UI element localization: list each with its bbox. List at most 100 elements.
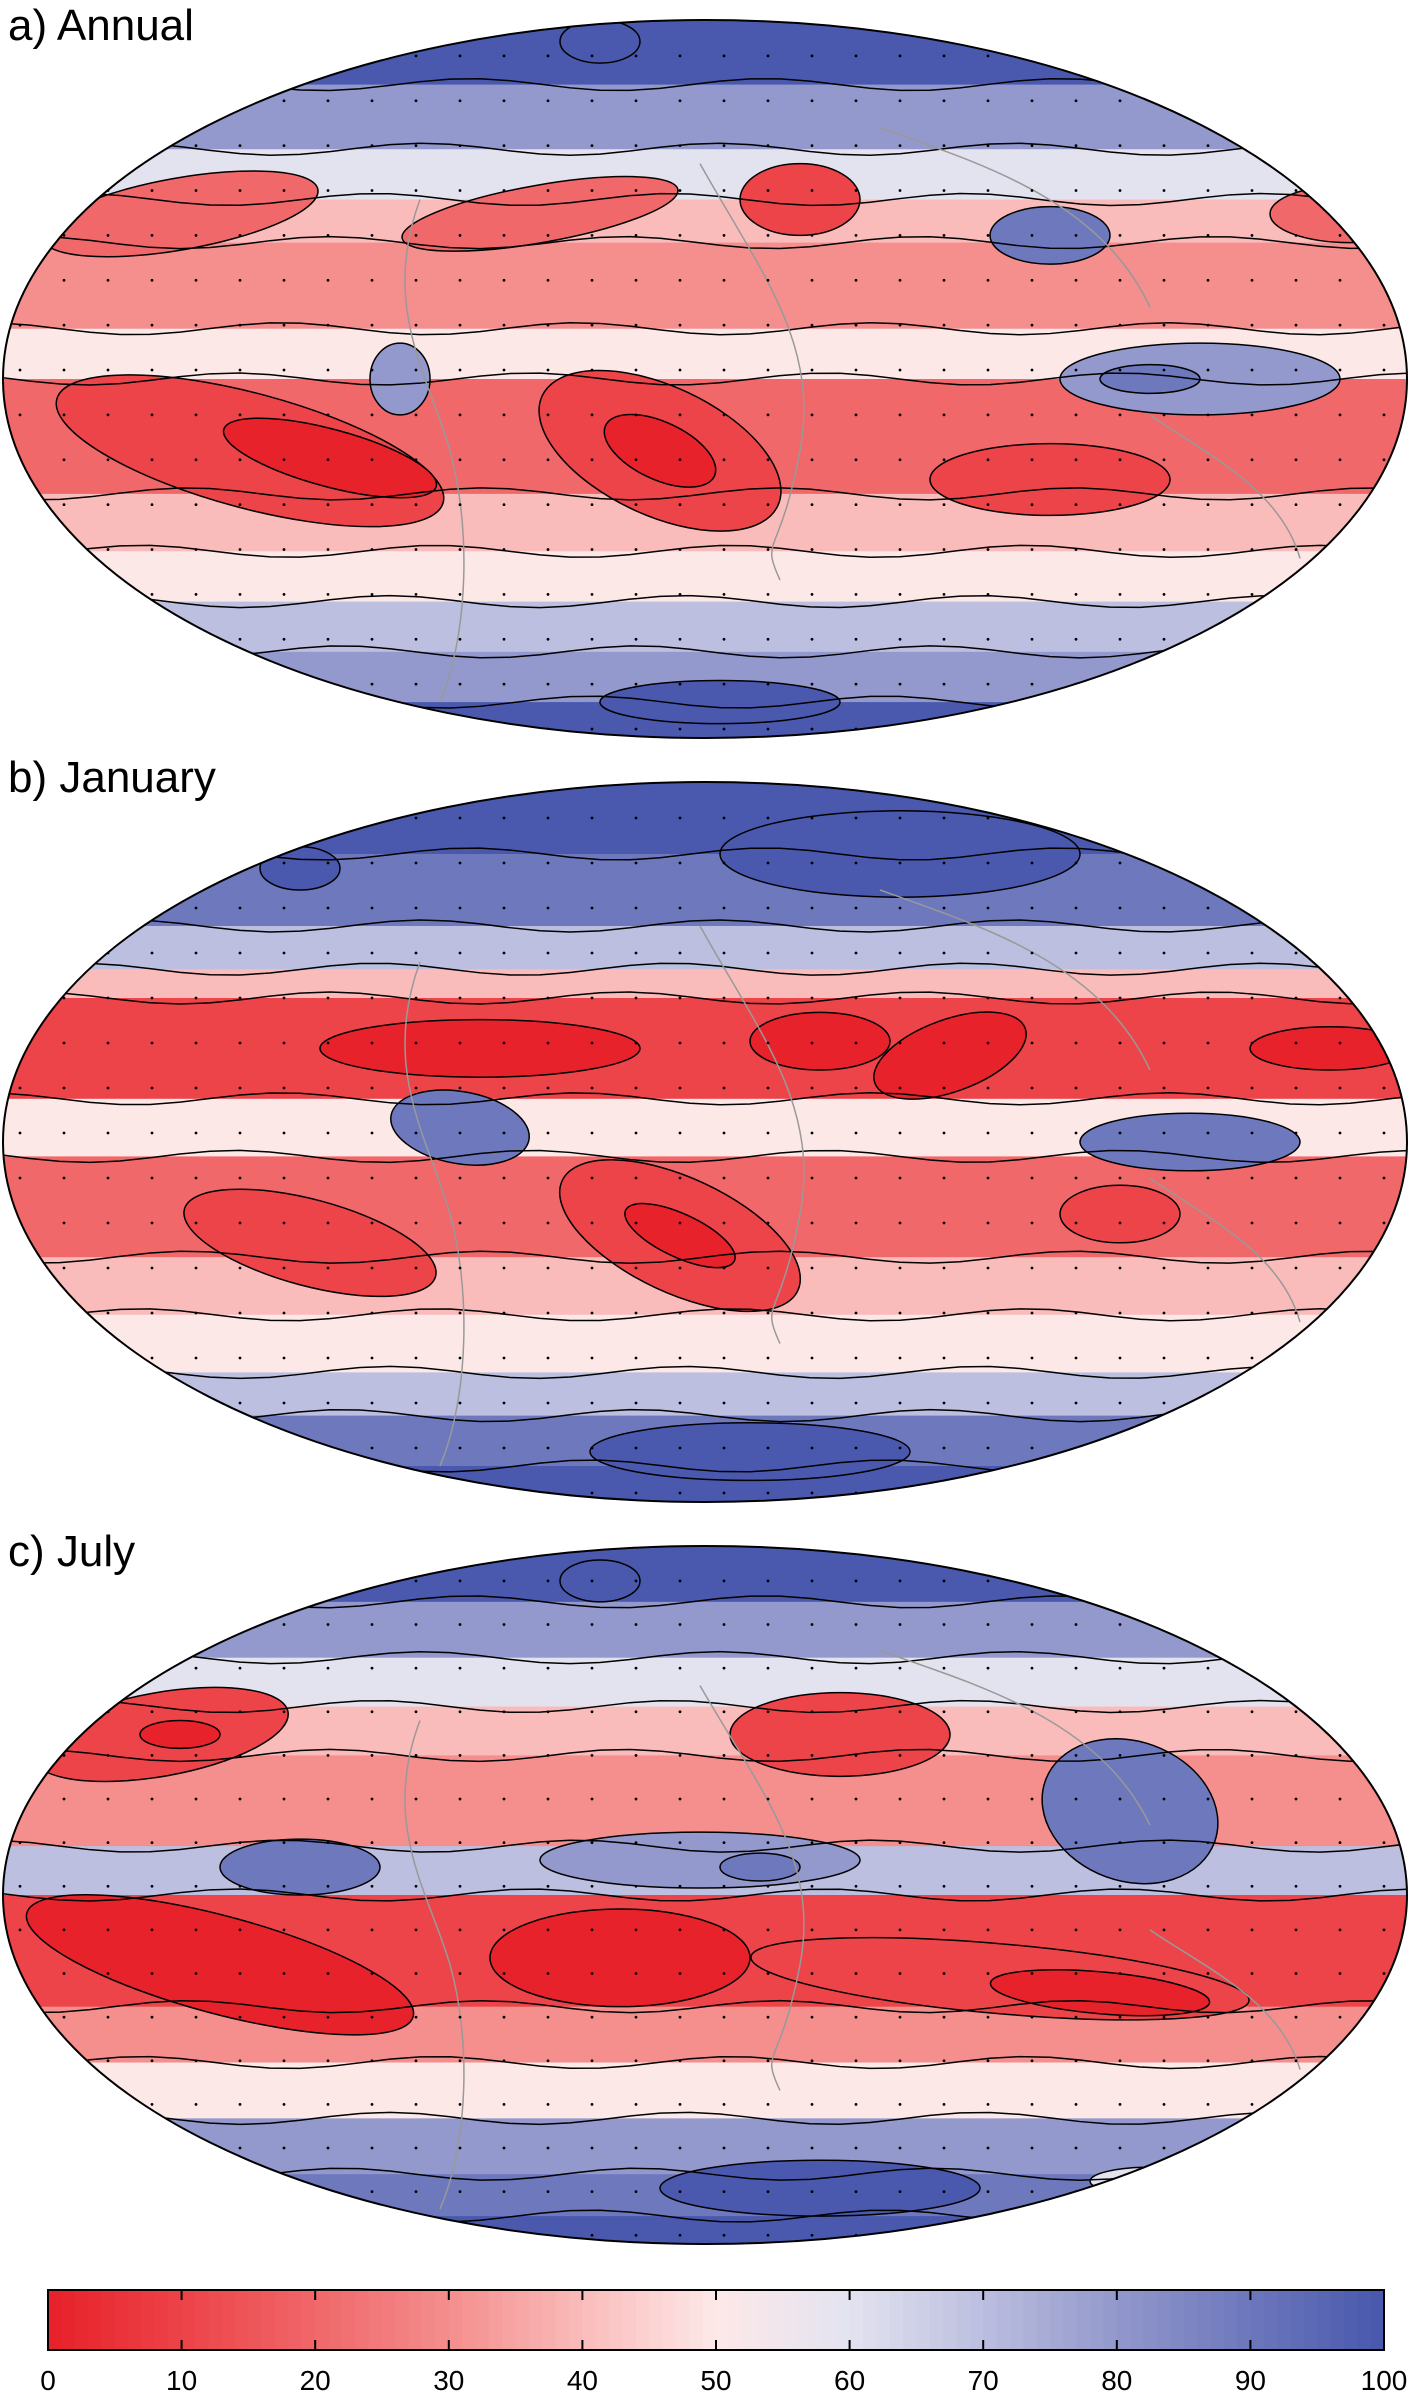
stipple-dot [1074,593,1078,596]
stipple-dot [678,2146,682,2150]
stipple-dot [238,682,242,686]
stipple-dot [634,906,638,910]
stipple-dot [942,503,946,507]
colorbar-segment [328,2290,343,2350]
stipple-dot [282,413,286,417]
stipple-dot [678,1666,682,1670]
contour-region [222,417,438,499]
stipple-dot [810,1972,814,1975]
stipple-dot [722,1176,726,1180]
lat-band [3,1601,1407,1659]
stipple-dot [722,1623,726,1626]
stipple-dot [1118,1176,1122,1180]
stipple-dot [370,1666,374,1670]
stipple-dot [326,1131,330,1135]
contour-line [3,1999,1407,2014]
stipple-dot [62,189,66,192]
stipple-dot [282,906,286,910]
stipple-dot [502,2146,506,2150]
stipple-dot [546,2103,550,2106]
stipple-dot [986,144,990,148]
stipple-dot [986,682,990,686]
stipple-dot [1118,323,1122,327]
stipple-dot [678,1623,682,1626]
stipple-dot [546,1401,550,1405]
stipple-dot [722,1928,726,1932]
stipple-dot [326,593,330,596]
stipple-dot [898,1579,902,1583]
stipple-dot [150,1841,154,1845]
stipple-dot [1074,1710,1078,1714]
stipple-dot [502,593,506,596]
contour-region [1059,1184,1181,1244]
stipple-dot [1382,413,1386,417]
contour-region [929,442,1171,517]
colorbar-segment [101,2290,116,2350]
stipple-dot [1382,548,1386,551]
stipple-dot [1338,906,1342,910]
stipple-dot [722,2146,726,2150]
stipple-dot [1074,816,1078,820]
stipple-dot [1382,458,1386,462]
stipple-dot [18,816,22,820]
stipple-dot [546,1928,550,1932]
stipple-dot [1030,99,1034,103]
colorbar-segment [1303,2290,1318,2350]
stipple-dot [194,368,198,372]
stipple-dot [62,1401,66,1405]
contour-line [3,1699,1407,1714]
stipple-dot [194,1401,198,1405]
contour-region [319,1018,641,1078]
stipple-dot [634,2190,638,2194]
stipple-dot [1294,1446,1298,1450]
stipple-dot [238,2190,242,2194]
stipple-dot [326,189,330,192]
stipple-dot [282,2190,286,2194]
stipple-dot [1338,1131,1342,1135]
stipple-dot [986,637,990,641]
stipple-dot [1382,1221,1386,1225]
stipple-dot [414,99,418,103]
stipple-dot [62,1797,66,1801]
stipple-dot [898,1623,902,1626]
lat-band [3,969,1407,999]
stipple-dot [194,2190,198,2194]
stipple-dot [282,278,286,282]
stipple-dot [1118,1841,1122,1845]
stipple-dot [150,1623,154,1626]
stipple-dot [810,996,814,1000]
stipple-dot [766,2059,770,2063]
stipple-dot [590,2233,594,2237]
stipple-dot [546,144,550,148]
stipple-dot [194,2015,198,2019]
stipple-dot [18,1623,22,1626]
stipple-dot [986,1884,990,1888]
stipple-dot [1382,861,1386,865]
stipple-dot [854,99,858,103]
stipple-dot [1338,1401,1342,1405]
stipple-dot [458,189,462,192]
stipple-dot [810,1401,814,1405]
contour-region [25,1894,415,2036]
stipple-dot [634,503,638,507]
stipple-dot [414,189,418,192]
stipple-dot [1294,323,1298,327]
stipple-dot [414,727,418,731]
colorbar-segment [849,2290,864,2350]
stipple-dot [942,951,946,955]
stipple-dot [590,1797,594,1801]
stipple-dot [1338,1176,1342,1180]
stipple-dot [766,1623,770,1626]
lat-band [3,2062,1407,2120]
stipple-dot [766,1266,770,1270]
stipple-dot [282,996,286,1000]
stipple-dot [590,682,594,686]
stipple-dot [1030,1666,1034,1670]
stipple-dot [458,1221,462,1225]
stipple-dot [1074,1884,1078,1888]
stipple-dot [1206,1841,1210,1845]
stipple-dot [458,2015,462,2019]
stipple-dot [546,2059,550,2063]
stipple-dot [1074,1972,1078,1975]
stipple-dot [942,1491,946,1495]
